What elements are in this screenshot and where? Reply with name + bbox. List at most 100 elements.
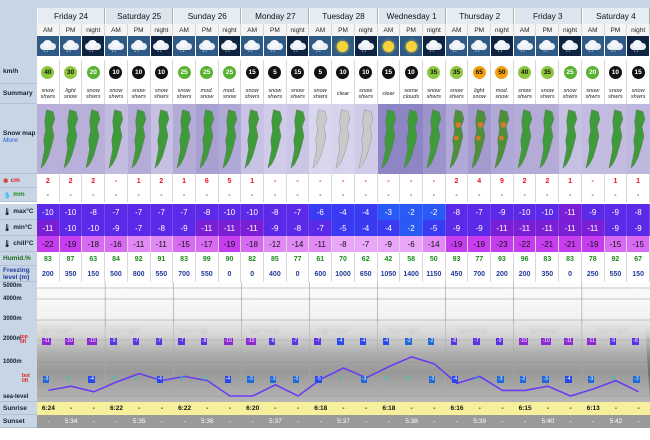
snow-map-thumbnail[interactable] bbox=[286, 104, 310, 174]
chill-temp-cell: -15 bbox=[173, 236, 196, 252]
sunrise-row: 6:24 - - 6:22 - - 6:22 - - 6:20 - - 6:18 - - 6:18 - - 6:16… bbox=[37, 402, 650, 415]
bot-lift-temp-tag: -4 bbox=[224, 376, 232, 383]
day-header[interactable]: Tuesday 28 bbox=[309, 8, 378, 24]
chill-temp-cell: -15 bbox=[604, 236, 628, 252]
humidity-cell: 77 bbox=[468, 252, 492, 266]
snow-cloud-icon: * * bbox=[536, 36, 560, 56]
rain-cell: - bbox=[514, 188, 537, 202]
chill-temp-cell: -11 bbox=[309, 236, 333, 252]
summary-cell: snow shwrs bbox=[151, 84, 174, 104]
max-temp-row: -10 -10 -8 -7 -7 -7 -7 -8 -10 -10 -8 -7 -6 -4 -4 -3 -2 -2… bbox=[37, 204, 650, 220]
sunset-cell: - bbox=[251, 418, 254, 425]
max-temp-cell: -7 bbox=[286, 204, 310, 220]
snow-map-thumbnail[interactable] bbox=[513, 104, 537, 174]
snow-map-thumbnail[interactable] bbox=[37, 104, 60, 174]
wind-cell: 40 bbox=[514, 60, 537, 84]
day-header[interactable]: Sunday 26 bbox=[173, 8, 242, 24]
snow-map-thumbnail[interactable] bbox=[627, 104, 650, 174]
snow-map-thumbnail[interactable] bbox=[241, 104, 265, 174]
wind-speed-badge: 10 bbox=[153, 64, 169, 80]
snow-cloud-icon: * * bbox=[150, 36, 174, 56]
min-temp-cell: -11 bbox=[536, 220, 560, 236]
snow-map-thumbnail[interactable] bbox=[400, 104, 423, 174]
snow-map-thumbnail[interactable] bbox=[59, 104, 83, 174]
freezing-cell: 550 bbox=[605, 266, 628, 282]
snow-map-thumbnail[interactable] bbox=[82, 104, 106, 174]
rain-cell: - bbox=[287, 188, 310, 202]
snow-map-thumbnail[interactable] bbox=[422, 104, 446, 174]
wind-cell: 10 bbox=[400, 60, 423, 84]
bot-lift-temp-tag: 1 bbox=[475, 376, 479, 382]
max-temp-cell: -7 bbox=[468, 204, 492, 220]
rain-cell: - bbox=[309, 188, 333, 202]
snow-cloud-icon: * * bbox=[105, 36, 128, 56]
top-lift-temp-tag: -11 bbox=[564, 338, 574, 345]
snow-map-thumbnail[interactable] bbox=[581, 104, 605, 174]
snow-map-thumbnail[interactable] bbox=[309, 104, 333, 174]
snow-map-thumbnail[interactable] bbox=[105, 104, 128, 174]
snow-map-thumbnail[interactable] bbox=[491, 104, 514, 174]
day-header[interactable]: Saturday 4 bbox=[581, 8, 650, 24]
chill-temp-cell: -14 bbox=[286, 236, 310, 252]
wind-row: 40 30 20 10 10 10 25 25 25 15 5 15 5 10 10 15 10 35 35 65 50… bbox=[37, 60, 650, 84]
humidity-cell: 90 bbox=[219, 252, 242, 266]
period-text: PM bbox=[406, 26, 416, 34]
summary-cell: light snow bbox=[468, 84, 492, 104]
period-label: PM bbox=[60, 24, 83, 36]
max-temp-cell: -2 bbox=[400, 204, 423, 220]
max-temp-cell: -8 bbox=[264, 204, 287, 220]
period-text: night bbox=[86, 26, 101, 34]
day-header[interactable]: Friday 3 bbox=[513, 8, 582, 24]
snow-cloud-icon: * * bbox=[468, 36, 492, 56]
snow-map-thumbnail[interactable] bbox=[445, 104, 469, 174]
sunset-cell: 5:39 bbox=[473, 418, 487, 425]
wind-speed-badge: 15 bbox=[380, 64, 396, 80]
sunrise-cell: 6:18 bbox=[382, 405, 396, 412]
snow-cm-label: ❄ cm bbox=[0, 174, 37, 188]
snow-map-thumbnail[interactable] bbox=[332, 104, 355, 174]
snow-map-thumbnail[interactable] bbox=[150, 104, 174, 174]
wind-cell: 25 bbox=[196, 60, 219, 84]
day-header[interactable]: Saturday 25 bbox=[105, 8, 174, 24]
day-header[interactable]: Thursday 2 bbox=[445, 8, 514, 24]
snow-map-thumbnail[interactable] bbox=[559, 104, 582, 174]
sunrise-cell: - bbox=[92, 405, 95, 412]
snow-map-thumbnail[interactable] bbox=[264, 104, 287, 174]
sunset-cell: 5:37 bbox=[337, 418, 350, 425]
humidity-cell: 99 bbox=[196, 252, 219, 266]
top-lift-temp-tag: -11 bbox=[586, 338, 596, 345]
snow-map-thumbnail[interactable] bbox=[377, 104, 401, 174]
chill-text: chill°C bbox=[13, 240, 34, 247]
freezing-cell: 350 bbox=[60, 266, 83, 282]
wind-speed-badge: 25 bbox=[562, 64, 578, 80]
altitude-label-column bbox=[0, 282, 37, 402]
snow-map-thumbnail[interactable] bbox=[173, 104, 196, 174]
bot-lift-temp-tag: -3 bbox=[497, 376, 504, 383]
day-header[interactable]: Wednesday 1 bbox=[377, 8, 446, 24]
snow-map-thumbnail[interactable] bbox=[195, 104, 219, 174]
snow-map-thumbnail[interactable] bbox=[468, 104, 492, 174]
snow-cell: 5 bbox=[219, 174, 242, 188]
snow-cell: - bbox=[264, 174, 287, 188]
snow-map-more-link[interactable]: More bbox=[3, 137, 18, 144]
snow-map-thumbnail[interactable] bbox=[604, 104, 628, 174]
snow-map-thumbnail[interactable] bbox=[218, 104, 242, 174]
period-label: AM bbox=[241, 24, 265, 36]
snow-cell: 2 bbox=[536, 174, 560, 188]
day-header[interactable]: Monday 27 bbox=[241, 8, 310, 24]
period-text: night bbox=[154, 26, 169, 34]
snow-map-thumbnail[interactable] bbox=[536, 104, 560, 174]
humidity-cell: 85 bbox=[264, 252, 287, 266]
freezing-cell: 500 bbox=[105, 266, 128, 282]
snow-cell: 1 bbox=[559, 174, 582, 188]
snow-map-thumbnail[interactable] bbox=[354, 104, 378, 174]
top-lift-temp-tag: -9 bbox=[609, 338, 617, 345]
snow-map-thumbnail[interactable] bbox=[127, 104, 151, 174]
chill-temp-cell: -15 bbox=[627, 236, 650, 252]
wind-cell: 25 bbox=[219, 60, 242, 84]
day-header[interactable]: Friday 24 bbox=[37, 8, 106, 24]
bot-lift-temp-tag: 0 bbox=[202, 376, 206, 382]
sunrise-cell: - bbox=[546, 405, 549, 412]
bot-lift-temp-tag: -4 bbox=[156, 376, 163, 383]
top-lift-temp-tag: -7 bbox=[155, 338, 162, 345]
